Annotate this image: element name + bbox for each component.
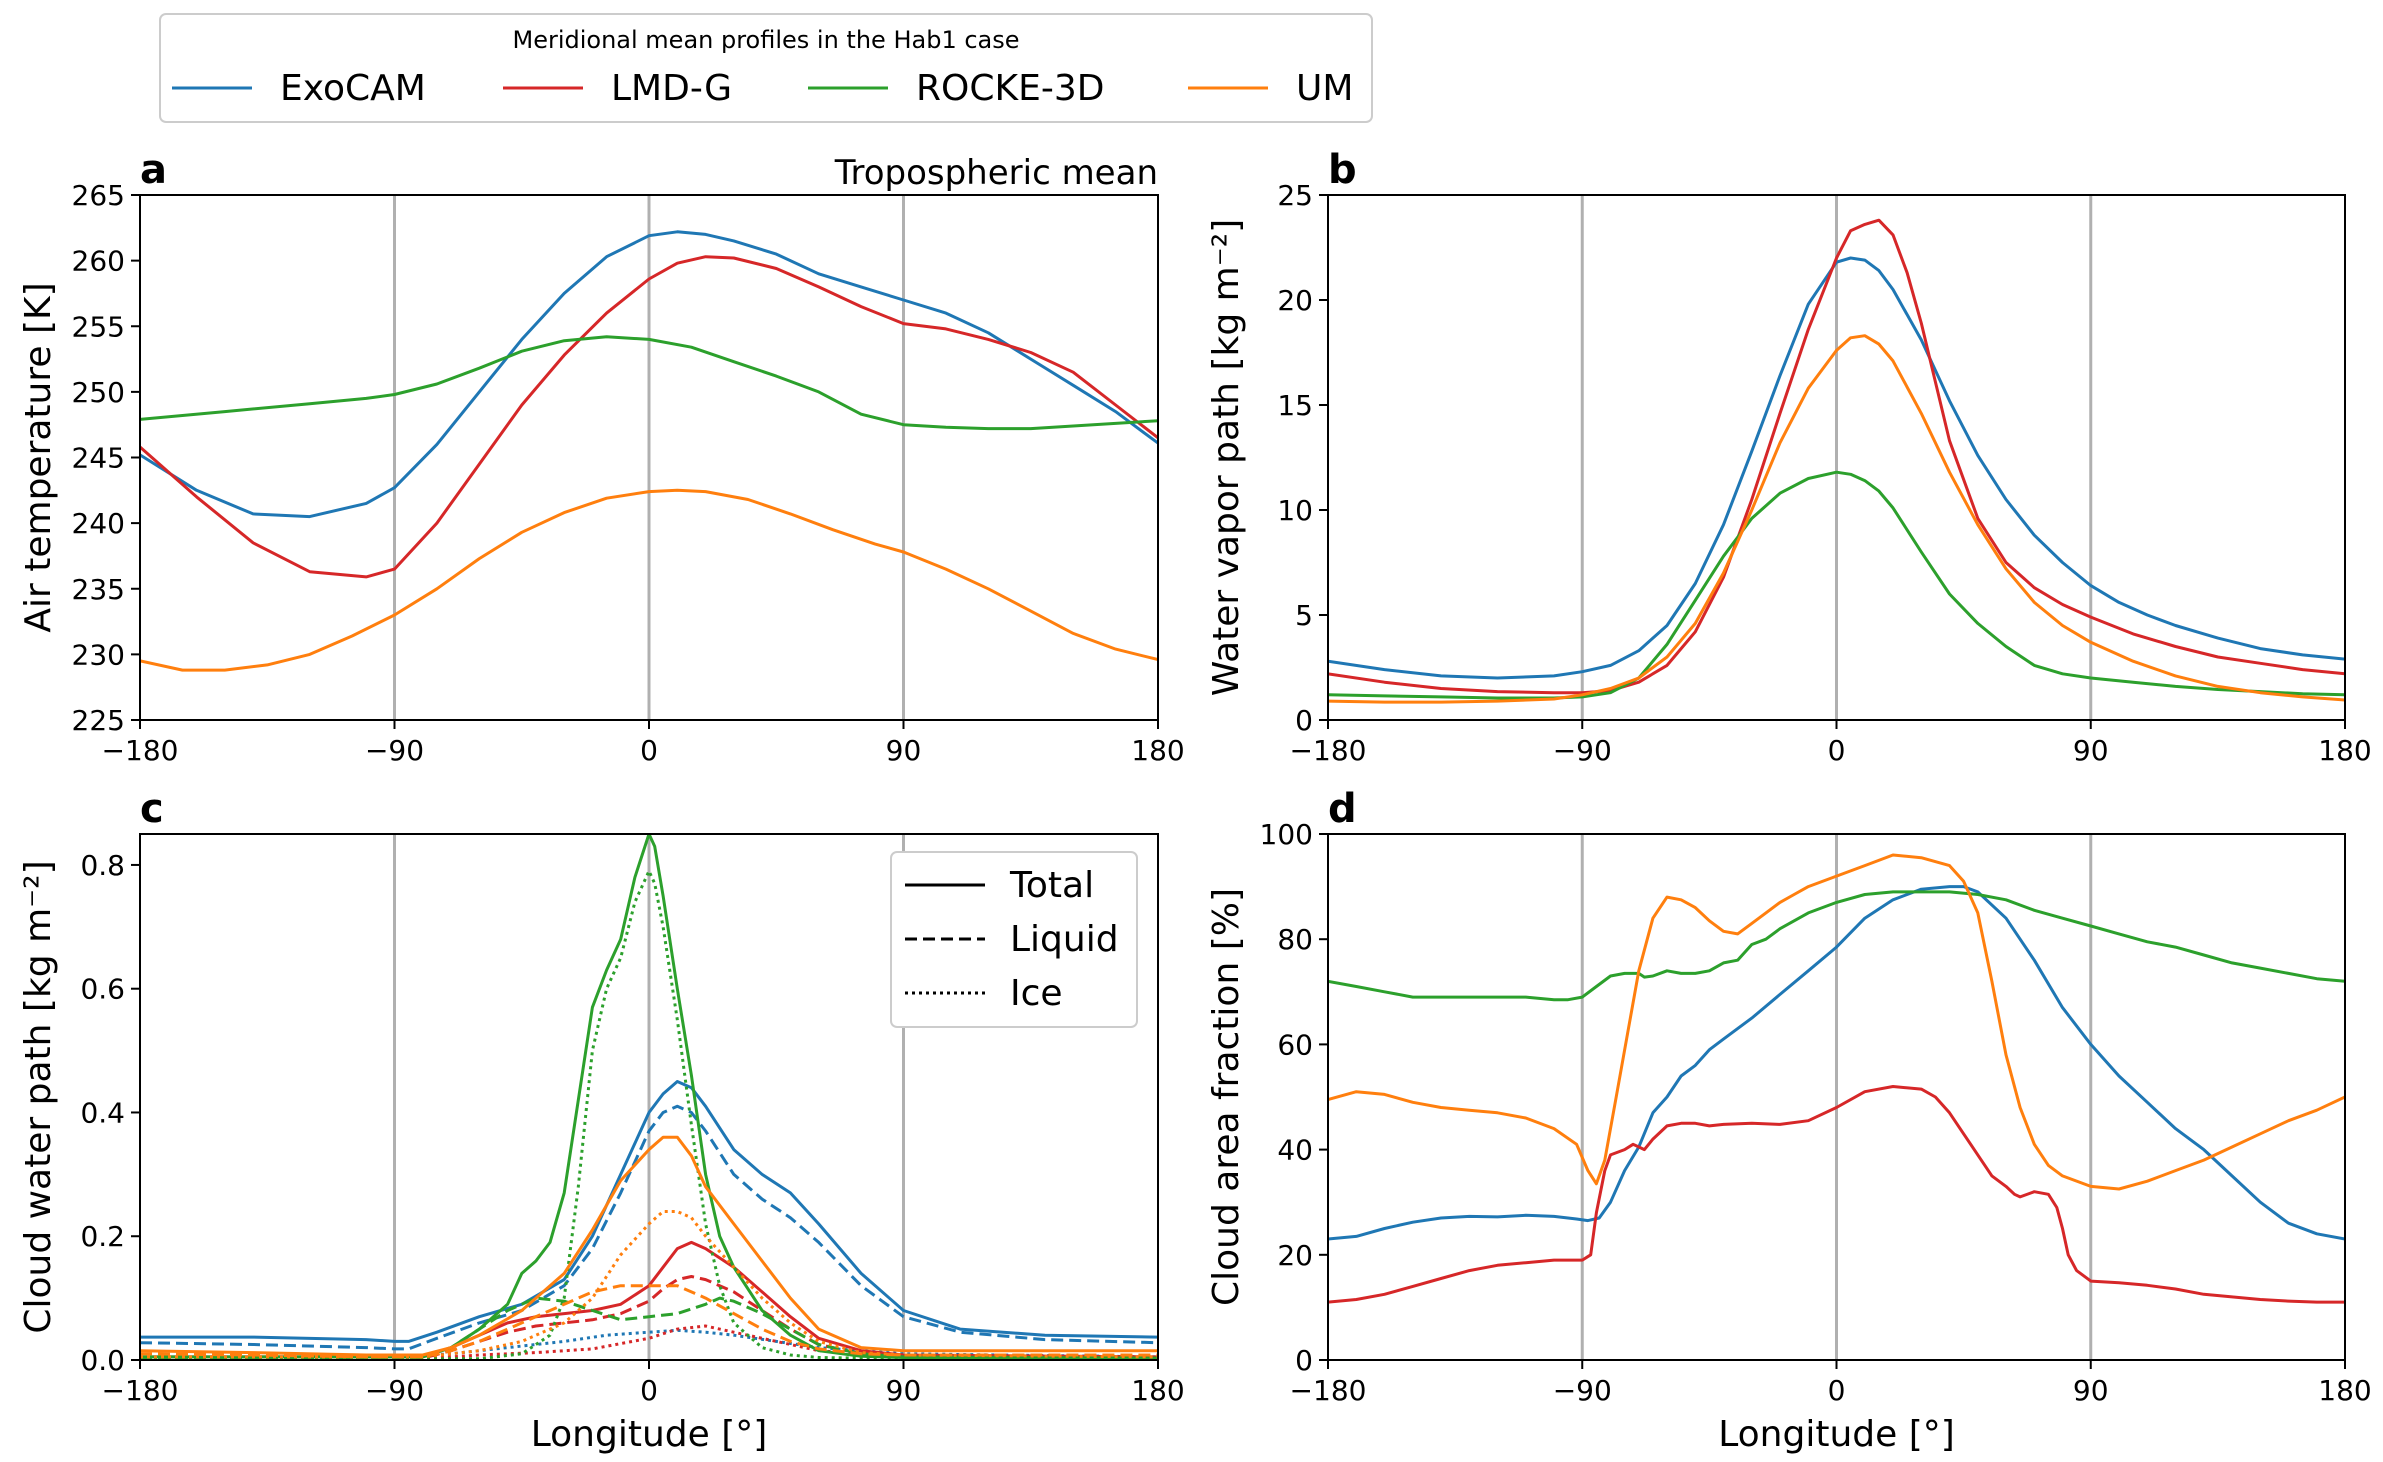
panel-c-cloud-water-path: −180 −90 0 90 180 0.0 0.2 0.4 0.6 0.8 Cloud water …	[18, 833, 1185, 1455]
panel-d-xtick-label: 90	[2073, 1374, 2109, 1407]
legend-um-label: UM	[1296, 68, 1353, 109]
component-legend-ice-label: Ice	[1010, 973, 1063, 1014]
panel-a-xtick-label: −90	[365, 734, 424, 767]
panel-d-ytick-label: 0	[1295, 1344, 1313, 1377]
legend-title: Meridional mean profiles in the Hab1 cas…	[512, 26, 1019, 54]
panel-b-xtick-label: 90	[2073, 734, 2109, 767]
series-rocke-3d-ice-line	[140, 869, 1158, 1360]
panel-c-xtick-label: 180	[1131, 1374, 1184, 1407]
panel-label-a: a	[140, 147, 167, 193]
panel-b-xtick-label: −180	[1290, 734, 1367, 767]
panel-b-xtick-label: −90	[1553, 734, 1612, 767]
series-exocam-liquid-line	[140, 1104, 1158, 1351]
panel-b-ytick-label: 25	[1277, 179, 1313, 212]
panel-a-ytick-label: 230	[72, 638, 125, 671]
series-exocam-line	[1328, 885, 2345, 1241]
legend-frame	[159, 13, 1373, 123]
panel-d-xtick-label: 0	[1828, 1374, 1846, 1407]
legend-rocke-3d-label: ROCKE-3D	[916, 68, 1104, 109]
panel-b-ytick-label: 20	[1277, 284, 1313, 317]
panel-d-xtick-label: −180	[1290, 1374, 1367, 1407]
panel-a-xtick-label: −180	[102, 734, 179, 767]
panel-a-ytick-label: 240	[72, 507, 125, 540]
legend-exocam-label: ExoCAM	[280, 68, 426, 109]
panel-c-xtick-label: 0	[640, 1374, 658, 1407]
panel-a-ytick-label: 225	[72, 704, 125, 737]
panel-a-ytick-label: 260	[72, 245, 125, 278]
panel-c-xtick-label: −90	[365, 1374, 424, 1407]
panel-label-d: d	[1328, 786, 1357, 832]
panel-d-ytick-label: 40	[1277, 1134, 1313, 1167]
panel-a-air-temperature: −180 −90 0 90 180 225 230 235 240 245 250 255 260 265…	[18, 179, 1185, 767]
panel-c-ylabel: Cloud water path [kg m⁻²]	[18, 860, 59, 1333]
series-um-line	[140, 488, 1158, 672]
panel-label-c: c	[140, 786, 164, 832]
panel-b-xtick-label: 0	[1828, 734, 1846, 767]
panel-d-ytick-label: 20	[1277, 1239, 1313, 1272]
panel-c-ytick-label: 0.0	[80, 1344, 125, 1377]
series-legend: Meridional mean profiles in the Hab1 cas…	[159, 13, 1373, 123]
series-exocam-line	[1328, 256, 2345, 680]
component-legend-frame	[890, 851, 1138, 1028]
panel-b-ylabel: Water vapor path [kg m⁻²]	[1206, 219, 1247, 696]
panel-a-xtick-label: 90	[886, 734, 922, 767]
series-rocke-3d-line	[140, 335, 1158, 431]
panel-c-ytick-label: 0.4	[80, 1096, 125, 1129]
panel-d-ytick-label: 100	[1260, 818, 1313, 851]
panel-b-water-vapor-path: −180 −90 0 90 180 0 5 10 15 20 25 Water vapor path …	[1206, 179, 2372, 767]
series-lmd-g-line	[140, 255, 1158, 579]
panel-a-ylabel: Air temperature [K]	[18, 282, 59, 632]
series-rocke-3d-liquid-line	[140, 1296, 1158, 1360]
series-exocam-line	[140, 230, 1158, 519]
panel-b-ytick-label: 10	[1277, 494, 1313, 527]
panel-d-ylabel: Cloud area fraction [%]	[1206, 888, 1247, 1306]
panel-b-ytick-label: 0	[1295, 704, 1313, 737]
component-legend-total-label: Total	[1009, 865, 1094, 906]
series-um-line	[1328, 334, 2345, 704]
panel-c-ytick-label: 0.2	[80, 1220, 125, 1253]
series-rocke-3d-line	[1328, 470, 2345, 700]
panel-a-subtitle: Tropospheric mean	[834, 153, 1158, 193]
series-lmd-g-line	[1328, 1085, 2345, 1304]
panel-b-ytick-label: 5	[1295, 599, 1313, 632]
panel-a-xtick-label: 180	[1131, 734, 1184, 767]
component-legend: Total Liquid Ice	[890, 851, 1138, 1028]
component-legend-liquid-label: Liquid	[1010, 919, 1119, 960]
panel-b-ytick-label: 15	[1277, 389, 1313, 422]
panel-d-cloud-area-fraction: −180 −90 0 90 180 0 20 40 60 80 100 Cloud area frac…	[1206, 818, 2372, 1455]
panel-a-ytick-label: 245	[72, 442, 125, 475]
series-rocke-3d-line	[1328, 890, 2345, 1002]
panel-d-xtick-label: 180	[2318, 1374, 2371, 1407]
panel-d-ytick-label: 60	[1277, 1028, 1313, 1061]
series-rocke-3d-total-line	[140, 834, 1158, 1360]
panel-c-ytick-label: 0.8	[80, 849, 125, 882]
panel-a-ytick-label: 235	[72, 573, 125, 606]
panel-label-b: b	[1328, 147, 1357, 193]
panel-d-xtick-label: −90	[1553, 1374, 1612, 1407]
panel-a-xtick-label: 0	[640, 734, 658, 767]
panel-a-ytick-label: 265	[72, 179, 125, 212]
panel-c-ytick-label: 0.6	[80, 973, 125, 1006]
panel-c-xtick-label: −180	[102, 1374, 179, 1407]
series-exocam-total-line	[140, 1080, 1158, 1343]
panel-a-ytick-label: 255	[72, 310, 125, 343]
panel-a-ytick-label: 250	[72, 376, 125, 409]
panel-d-ytick-label: 80	[1277, 923, 1313, 956]
series-um-total-line	[140, 1135, 1158, 1357]
panel-b-xtick-label: 180	[2318, 734, 2371, 767]
panel-c-xlabel: Longitude [°]	[531, 1414, 768, 1455]
series-um-liquid-line	[140, 1284, 1158, 1359]
legend-lmd-g-label: LMD-G	[611, 68, 732, 109]
series-um-line	[1328, 853, 2345, 1191]
series-lmd-g-ice-line	[140, 1324, 1158, 1360]
panel-d-xlabel: Longitude [°]	[1718, 1414, 1955, 1455]
panel-c-xtick-label: 90	[886, 1374, 922, 1407]
